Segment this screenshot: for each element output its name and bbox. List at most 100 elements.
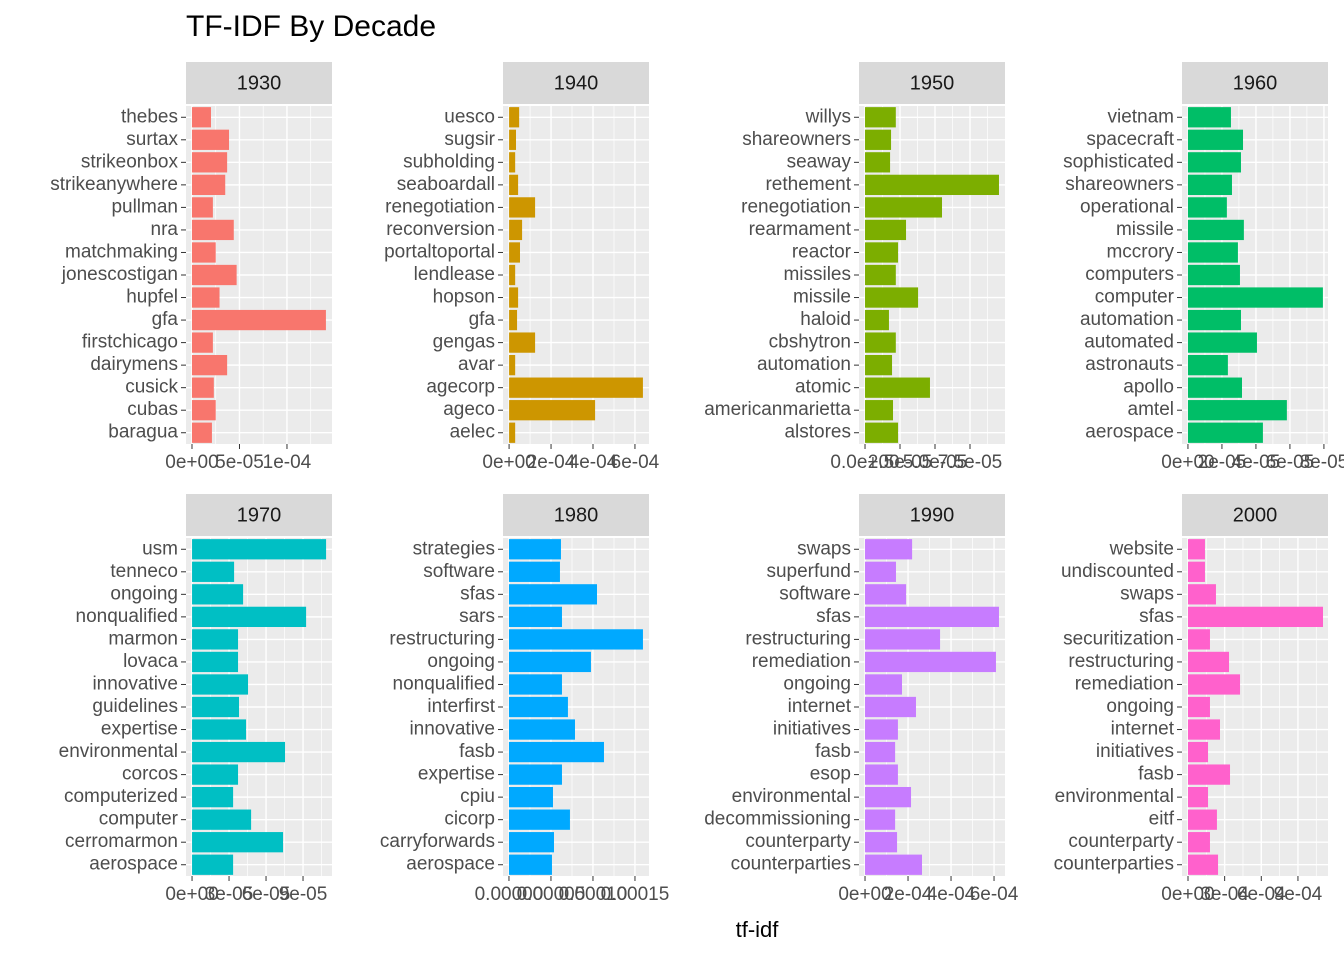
bar — [1187, 264, 1240, 286]
bar — [509, 242, 520, 263]
x-tick-label: 0.00015 — [601, 884, 670, 905]
bar — [865, 539, 913, 560]
bar — [865, 107, 896, 128]
bar — [865, 332, 896, 353]
bar — [191, 197, 213, 218]
y-tick-label: tenneco — [110, 561, 178, 582]
x-tick-label: 0.0e+00 — [830, 452, 899, 473]
y-tick-label: initiatives — [1096, 741, 1174, 762]
y-tick-label: automated — [1084, 332, 1174, 353]
y-tick-label: portaltoportal — [384, 241, 495, 262]
bar — [1187, 606, 1323, 628]
y-tick-label: usm — [142, 538, 178, 559]
bar — [509, 332, 536, 353]
y-tick-label: restructuring — [1068, 651, 1174, 672]
x-tick-label: 6e-04 — [611, 452, 660, 473]
strip-label: 2000 — [1233, 504, 1278, 526]
x-tick-label: 4e-04 — [569, 452, 618, 473]
y-tick-label: securitization — [1063, 628, 1174, 649]
x-tick-label: 8e-05 — [1300, 452, 1344, 473]
bar — [1187, 651, 1230, 673]
bar — [865, 629, 941, 650]
y-tick-label: hupfel — [126, 287, 178, 308]
y-tick-label: seaway — [787, 151, 852, 172]
x-tick-label: 6e-04 — [970, 884, 1019, 905]
bar — [865, 719, 898, 740]
y-tick-label: avar — [458, 354, 496, 375]
y-tick-label: gengas — [433, 332, 495, 353]
y-tick-label: decommissioning — [704, 809, 851, 830]
strip-background — [859, 494, 1005, 536]
y-tick-label: superfund — [766, 561, 851, 582]
x-tick-label: 1e-04 — [263, 452, 312, 473]
y-tick-label: mccrory — [1106, 241, 1174, 262]
bar — [1187, 584, 1216, 605]
bar — [508, 832, 554, 853]
bar — [191, 152, 228, 173]
bar — [191, 264, 237, 286]
bar — [865, 584, 907, 605]
y-tick-label: missile — [793, 287, 851, 308]
bar — [509, 107, 520, 128]
bar — [509, 219, 523, 241]
y-tick-label: computer — [1095, 287, 1175, 308]
bar — [191, 219, 234, 241]
strip-background — [1182, 494, 1328, 536]
bar — [1187, 696, 1210, 718]
bar — [865, 152, 891, 173]
bar — [192, 539, 327, 560]
y-tick-label: carryforwards — [380, 831, 495, 852]
strip-background — [1182, 62, 1328, 104]
bar — [1187, 854, 1219, 875]
y-tick-label: sophisticated — [1063, 151, 1174, 172]
bar — [865, 422, 899, 443]
bar — [509, 287, 519, 308]
y-tick-label: cbshytron — [769, 332, 851, 353]
y-tick-label: cubas — [127, 399, 178, 420]
x-tick-label: 4e-05 — [1232, 452, 1281, 473]
bar — [192, 606, 307, 628]
bar — [508, 719, 575, 740]
y-tick-label: amtel — [1128, 399, 1174, 420]
y-tick-label: sfas — [816, 606, 851, 627]
y-tick-label: firstchicago — [82, 332, 178, 353]
bar — [509, 309, 518, 331]
y-tick-label: shareowners — [1065, 174, 1174, 195]
x-tick-label: 0e+00 — [1161, 452, 1214, 473]
bar — [865, 174, 999, 196]
bar — [508, 584, 598, 605]
x-tick-label: 0e+00 — [165, 452, 218, 473]
y-tick-label: restructuring — [389, 628, 495, 649]
bar — [192, 764, 239, 785]
y-tick-label: rearmament — [749, 219, 852, 240]
strip-label: 1970 — [237, 504, 282, 526]
y-tick-label: remediation — [1075, 673, 1174, 694]
bar — [865, 264, 896, 286]
bar — [1187, 764, 1231, 785]
bar — [1187, 152, 1241, 173]
bar — [1187, 786, 1209, 808]
bar — [1187, 400, 1287, 421]
bar — [192, 651, 239, 673]
bar — [191, 242, 216, 263]
y-tick-label: strikeonbox — [81, 151, 179, 172]
y-tick-label: gfa — [469, 309, 496, 330]
bar — [865, 606, 999, 628]
y-tick-label: fasb — [1138, 764, 1174, 785]
bar — [865, 651, 996, 673]
y-tick-label: sfas — [1139, 606, 1174, 627]
bar — [508, 696, 568, 718]
y-tick-label: operational — [1080, 196, 1174, 217]
bar — [509, 377, 643, 398]
bar — [509, 174, 519, 196]
y-tick-label: environmental — [59, 741, 178, 762]
bar — [1187, 809, 1217, 830]
y-tick-label: shareowners — [742, 129, 851, 150]
y-tick-label: counterparty — [745, 831, 851, 852]
bar — [191, 129, 230, 150]
y-tick-label: spacecraft — [1086, 129, 1174, 150]
y-tick-label: expertise — [101, 719, 178, 740]
strip-label: 1960 — [1233, 72, 1278, 94]
y-tick-label: cerromarmon — [65, 831, 178, 852]
